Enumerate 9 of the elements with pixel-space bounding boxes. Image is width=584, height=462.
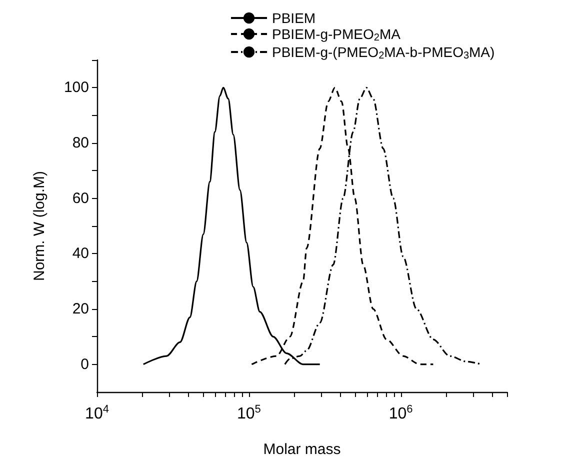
y-tick-label: 100 (64, 79, 89, 96)
legend-label: PBIEM (272, 10, 316, 26)
y-tick-label: 60 (72, 190, 89, 207)
y-axis-title: Norm. W (log.M) (31, 171, 48, 281)
x-axis-title: Molar mass (263, 441, 341, 458)
y-tick-label: 40 (72, 245, 89, 262)
y-tick-label: 0 (80, 356, 89, 373)
y-tick-label: 20 (72, 300, 89, 318)
y-tick-label: 80 (72, 134, 89, 152)
